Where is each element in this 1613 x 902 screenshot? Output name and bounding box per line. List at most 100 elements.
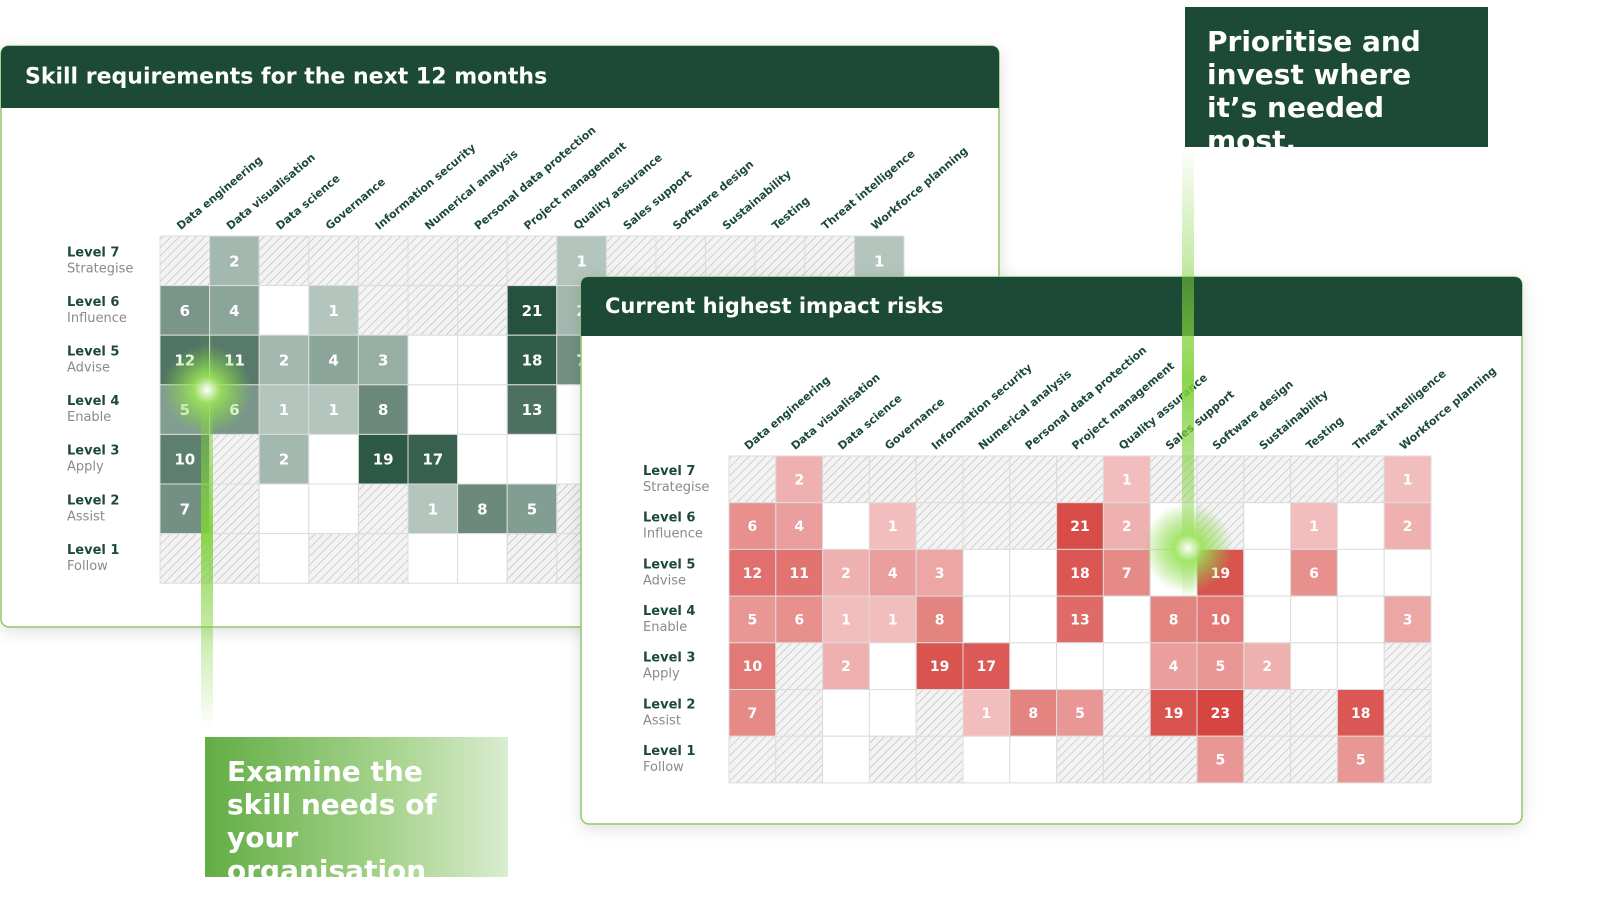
cell-value: 19 [1164,706,1183,722]
cell-value: 6 [180,302,190,320]
cell-empty [1336,642,1385,690]
cell-value: 2 [794,472,804,488]
row-sublabel: Advise [643,573,686,588]
cell-value: 4 [229,302,239,320]
cell-hatched [1102,735,1151,784]
cell [1102,502,1151,550]
cell-hatched [1290,689,1338,737]
row-sublabel: Assist [67,509,105,524]
cell-value: 18 [522,352,543,370]
cell-empty [1102,595,1151,644]
cell-empty [308,483,359,535]
cell-hatched [1383,689,1432,737]
cell-empty [822,689,870,737]
cell-hatched [1290,735,1338,784]
cell [728,642,777,690]
cell [822,642,870,690]
cell-hatched [1383,642,1432,690]
glow-right [1143,145,1233,615]
cell-value: 4 [888,566,898,582]
cell-value: 2 [279,352,289,370]
cell-value: 1 [888,612,898,628]
cell-hatched [209,483,260,535]
cell-hatched [506,533,558,584]
cell [1290,548,1338,597]
cell-value: 7 [1122,566,1132,582]
cell-hatched [258,235,310,287]
cell [1056,502,1104,550]
cell-hatched [357,285,409,336]
cell-hatched [209,433,260,485]
cell-hatched [1243,735,1292,784]
cell-empty [962,595,1011,644]
cell [1196,689,1245,737]
cell-hatched [357,483,409,535]
cell-empty [1243,548,1292,597]
cell-value: 5 [1216,659,1226,675]
cell-hatched [915,689,964,737]
cell-empty [1009,735,1058,784]
cell-hatched [915,502,964,550]
cell-empty [258,533,310,584]
cell-hatched [1290,455,1338,504]
cell-hatched [962,455,1011,504]
cell [1383,595,1432,644]
row-sublabel: Strategise [67,261,133,276]
cell-empty [1243,502,1292,550]
row-label: Level 7 [643,464,695,479]
cell-empty [1383,548,1432,597]
cell [1196,595,1245,644]
panel-header [1,46,999,108]
cell-hatched [775,689,824,737]
row-sublabel: Strategise [643,480,709,495]
cell-value: 2 [841,566,851,582]
cell-empty [457,334,508,386]
cell-hatched [1056,455,1104,504]
cell-value: 13 [522,401,543,419]
cell-value: 10 [174,451,195,469]
cell [868,502,917,550]
cell-empty [258,285,310,336]
cell-value: 4 [794,519,804,535]
row-label: Level 3 [643,651,695,666]
cell-value: 8 [1169,612,1179,628]
row-sublabel: Influence [643,527,703,542]
callout: Prioritise and invest where it’s needed … [1185,7,1488,157]
cell-hatched [822,455,870,504]
cell-hatched [915,735,964,784]
cell-empty [1290,595,1338,644]
cell-value: 1 [279,401,289,419]
cell-hatched [1056,735,1104,784]
cell-value: 11 [789,566,808,582]
cell-hatched [209,533,260,584]
cell-hatched [868,455,917,504]
row-sublabel: Enable [67,410,111,425]
cell-hatched [1383,735,1432,784]
cell-empty [457,533,508,584]
cell-hatched [407,235,459,287]
row-label: Level 2 [643,697,695,712]
cell-value: 3 [1403,612,1413,628]
cell [506,483,558,535]
cell-hatched [1336,455,1385,504]
cell-value: 8 [935,612,945,628]
cell-value: 5 [1075,706,1085,722]
row-label: Level 6 [67,295,119,310]
cell-empty [1009,548,1058,597]
cell-empty [407,384,459,435]
cell [407,483,459,535]
cell-hatched [506,235,558,287]
cell-empty [962,735,1011,784]
cell [407,433,459,485]
row-sublabel: Apply [643,667,680,682]
cell-value: 12 [743,566,762,582]
cell [728,595,777,644]
cell-empty [1009,595,1058,644]
cell-value: 13 [1070,612,1089,628]
cell-hatched [728,455,777,504]
cell-value: 8 [477,500,487,518]
cell [775,502,824,550]
cell-value: 1 [576,252,586,270]
